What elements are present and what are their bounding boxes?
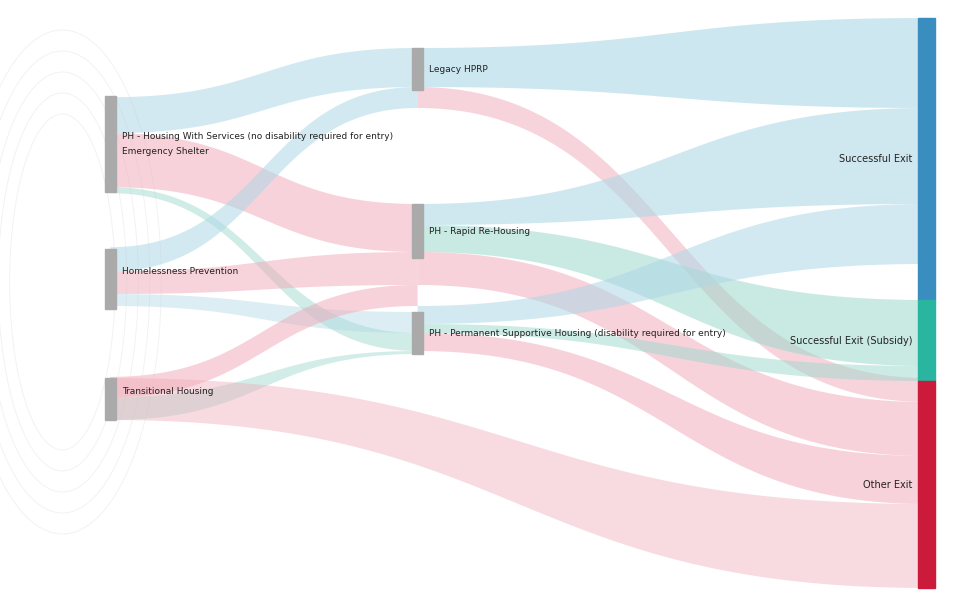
Text: PH - Housing With Services (no disability required for entry): PH - Housing With Services (no disabilit… [122,132,393,141]
Text: Successful Exit (Subsidy): Successful Exit (Subsidy) [789,335,912,346]
Text: Successful Exit: Successful Exit [839,154,912,164]
Bar [105,249,116,309]
Bar [105,96,116,192]
Polygon shape [418,87,926,402]
Polygon shape [110,48,418,133]
Text: PH - Permanent Supportive Housing (disability required for entry): PH - Permanent Supportive Housing (disab… [429,329,726,337]
Polygon shape [418,324,926,381]
Polygon shape [110,285,418,397]
Polygon shape [110,133,418,252]
Text: Legacy HPRP: Legacy HPRP [429,64,488,73]
Polygon shape [110,294,418,333]
Polygon shape [110,252,418,294]
Text: PH - Rapid Re-Housing: PH - Rapid Re-Housing [429,226,530,235]
Bar [918,300,935,381]
Polygon shape [110,351,418,420]
Polygon shape [418,108,926,225]
Polygon shape [110,187,418,351]
Polygon shape [418,204,926,324]
Bar [918,18,935,300]
Polygon shape [418,18,926,108]
Polygon shape [418,333,926,504]
Text: Homelessness Prevention: Homelessness Prevention [122,267,238,276]
Bar [412,312,423,354]
Bar [105,378,116,420]
Bar [412,204,423,258]
Bar [918,381,935,588]
Polygon shape [418,225,926,366]
Polygon shape [110,378,926,588]
Text: Transitional Housing: Transitional Housing [122,388,213,396]
Polygon shape [110,87,418,271]
Bar [412,48,423,90]
Text: Other Exit: Other Exit [863,479,912,490]
Polygon shape [418,252,926,456]
Text: Emergency Shelter: Emergency Shelter [122,146,208,155]
